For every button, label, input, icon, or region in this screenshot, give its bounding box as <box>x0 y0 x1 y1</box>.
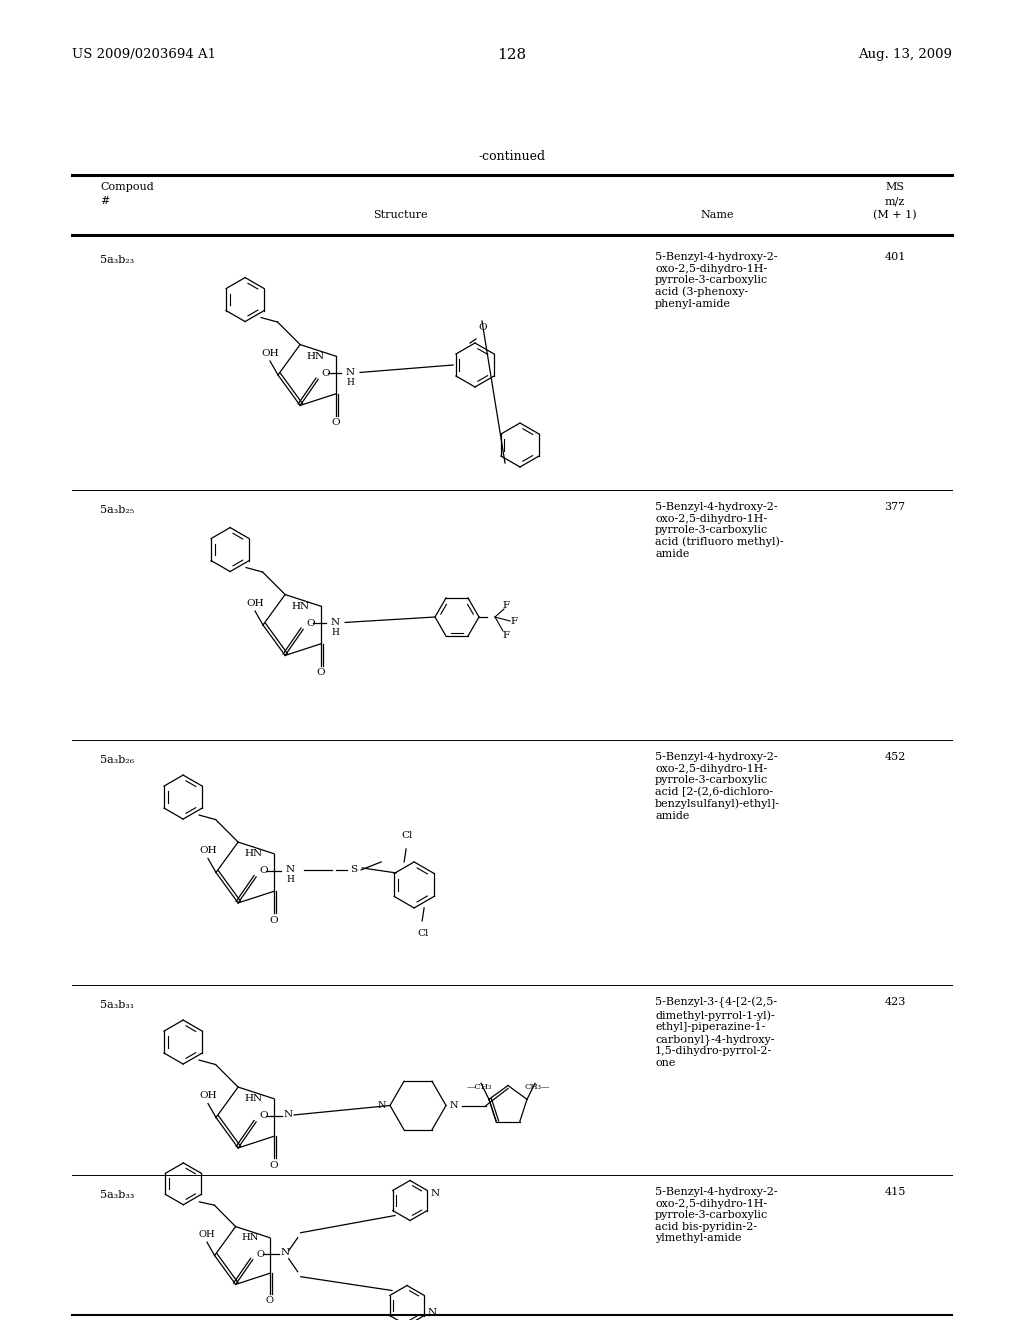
Text: HN: HN <box>242 1233 259 1242</box>
Text: HN: HN <box>292 602 310 611</box>
Text: HN: HN <box>245 1094 263 1104</box>
Text: OH: OH <box>261 348 279 358</box>
Text: 401: 401 <box>885 252 905 261</box>
Text: N: N <box>281 1249 289 1257</box>
Text: 5-Benzyl-4-hydroxy-2-
oxo-2,5-dihydro-1H-
pyrrole-3-carboxylic
acid [2-(2,6-dich: 5-Benzyl-4-hydroxy-2- oxo-2,5-dihydro-1H… <box>655 752 780 821</box>
Text: 415: 415 <box>885 1187 905 1197</box>
Text: 5a₃b₃₃: 5a₃b₃₃ <box>100 1191 134 1200</box>
Text: F: F <box>510 618 517 627</box>
Text: S: S <box>350 866 357 874</box>
Text: —CH₃: —CH₃ <box>466 1084 492 1092</box>
Text: 5-Benzyl-4-hydroxy-2-
oxo-2,5-dihydro-1H-
pyrrole-3-carboxylic
acid (3-phenoxy-
: 5-Benzyl-4-hydroxy-2- oxo-2,5-dihydro-1H… <box>655 252 777 309</box>
Text: O: O <box>260 866 268 875</box>
Text: N: N <box>430 1189 439 1199</box>
Text: -continued: -continued <box>478 150 546 162</box>
Text: O: O <box>307 619 315 628</box>
Text: O: O <box>269 1160 279 1170</box>
Text: H: H <box>331 628 339 638</box>
Text: N: N <box>378 1101 386 1110</box>
Text: 5a₃b₂₅: 5a₃b₂₅ <box>100 506 134 515</box>
Text: 5-Benzyl-4-hydroxy-2-
oxo-2,5-dihydro-1H-
pyrrole-3-carboxylic
acid (trifluoro m: 5-Benzyl-4-hydroxy-2- oxo-2,5-dihydro-1H… <box>655 502 783 560</box>
Text: N: N <box>286 866 295 874</box>
Text: N: N <box>331 618 340 627</box>
Text: Aug. 13, 2009: Aug. 13, 2009 <box>858 48 952 61</box>
Text: F: F <box>503 601 510 610</box>
Text: OH: OH <box>246 598 264 607</box>
Text: O: O <box>332 418 340 428</box>
Text: N: N <box>345 368 354 378</box>
Text: N: N <box>284 1110 293 1119</box>
Text: Name: Name <box>700 210 733 220</box>
Text: 452: 452 <box>885 752 905 762</box>
Text: HN: HN <box>245 849 263 858</box>
Text: OH: OH <box>200 846 217 855</box>
Text: Cl: Cl <box>418 929 429 939</box>
Text: 377: 377 <box>885 502 905 512</box>
Text: O: O <box>316 668 326 677</box>
Text: 5-Benzyl-4-hydroxy-2-
oxo-2,5-dihydro-1H-
pyrrole-3-carboxylic
acid bis-pyridin-: 5-Benzyl-4-hydroxy-2- oxo-2,5-dihydro-1H… <box>655 1187 777 1243</box>
Text: HN: HN <box>307 351 325 360</box>
Text: 5-Benzyl-3-{4-[2-(2,5-
dimethyl-pyrrol-1-yl)-
ethyl]-piperazine-1-
carbonyl}-4-h: 5-Benzyl-3-{4-[2-(2,5- dimethyl-pyrrol-1… <box>655 997 777 1068</box>
Text: O: O <box>269 916 279 925</box>
Text: OH: OH <box>200 1092 217 1100</box>
Text: 5a₃b₂₃: 5a₃b₂₃ <box>100 255 134 265</box>
Text: 128: 128 <box>498 48 526 62</box>
Text: 5a₃b₃₁: 5a₃b₃₁ <box>100 1001 134 1010</box>
Text: O: O <box>322 368 331 378</box>
Text: (M + 1): (M + 1) <box>873 210 916 220</box>
Text: O: O <box>265 1296 273 1305</box>
Text: CH₃—: CH₃— <box>524 1084 550 1092</box>
Text: Structure: Structure <box>373 210 427 220</box>
Text: #: # <box>100 195 110 206</box>
Text: Cl: Cl <box>401 832 413 841</box>
Text: O: O <box>256 1250 264 1258</box>
Text: US 2009/0203694 A1: US 2009/0203694 A1 <box>72 48 216 61</box>
Text: MS: MS <box>886 182 904 191</box>
Text: F: F <box>503 631 510 639</box>
Text: OH: OH <box>199 1230 215 1239</box>
Text: O: O <box>260 1111 268 1121</box>
Text: Compoud: Compoud <box>100 182 154 191</box>
Text: 423: 423 <box>885 997 905 1007</box>
Text: N: N <box>427 1308 436 1317</box>
Text: 5a₃b₂₆: 5a₃b₂₆ <box>100 755 134 766</box>
Text: N: N <box>450 1101 459 1110</box>
Text: H: H <box>346 378 354 387</box>
Text: H: H <box>286 875 294 884</box>
Text: O: O <box>478 322 487 331</box>
Text: m/z: m/z <box>885 195 905 206</box>
